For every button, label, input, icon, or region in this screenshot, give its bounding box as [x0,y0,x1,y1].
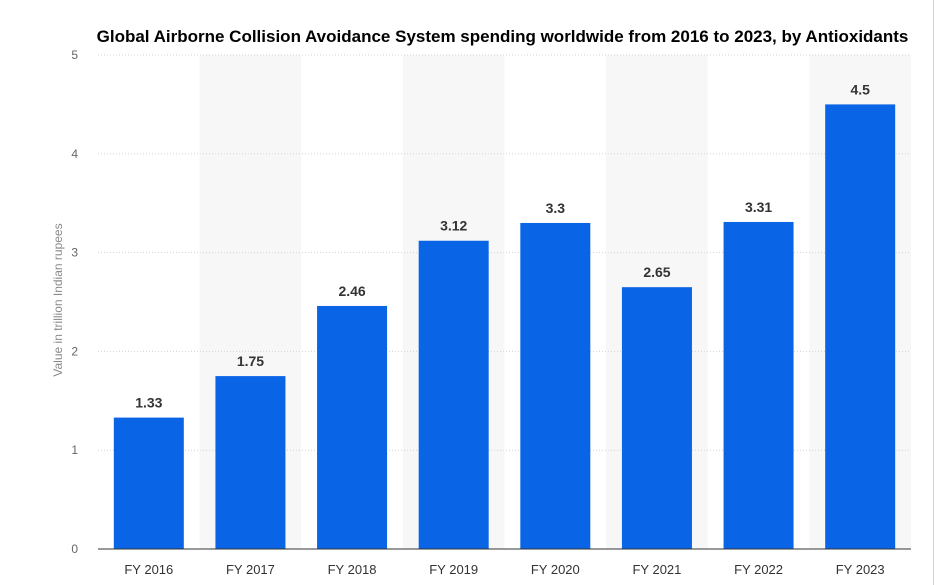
y-tick-label: 0 [71,542,78,556]
x-tick-label: FY 2018 [328,562,377,577]
data-label: 2.46 [338,283,365,299]
y-tick-label: 1 [71,443,78,457]
x-tick-label: FY 2019 [429,562,478,577]
y-tick-label: 5 [71,48,78,62]
bar [418,240,489,549]
x-tick-label: FY 2022 [734,562,783,577]
y-tick-label: 4 [71,147,78,161]
data-label: 4.5 [850,81,870,97]
y-axis-ticks: 0 1 2 3 4 5 [71,48,78,556]
x-tick-label: FY 2023 [836,562,885,577]
bar [317,305,388,549]
y-tick-label: 3 [71,246,78,260]
y-axis-label: Value in trillion Indian rupees [51,223,65,376]
bar [723,221,794,550]
x-tick-label: FY 2021 [632,562,681,577]
x-tick-label: FY 2017 [226,562,275,577]
bar [215,376,286,549]
data-label: 2.65 [643,264,670,280]
chart-title: Global Airborne Collision Avoidance Syst… [96,27,909,46]
y-tick-label: 2 [71,344,78,358]
bars [113,104,896,550]
bar [520,222,591,549]
bar [113,417,184,549]
x-tick-label: FY 2016 [124,562,173,577]
x-axis-ticks: FY 2016 FY 2017 FY 2018 FY 2019 FY 2020 FY 20… [124,562,884,577]
data-label: 3.12 [440,218,467,234]
data-label: 1.75 [237,353,264,369]
data-labels: 1.33 1.75 2.46 3.12 3.3 2.65 3.31 4.5 [135,81,870,410]
data-label: 3.3 [546,200,566,216]
x-tick-label: FY 2020 [531,562,580,577]
data-label: 3.31 [745,199,772,215]
data-label: 1.33 [135,395,162,411]
bar [825,104,896,550]
bar [621,287,692,549]
